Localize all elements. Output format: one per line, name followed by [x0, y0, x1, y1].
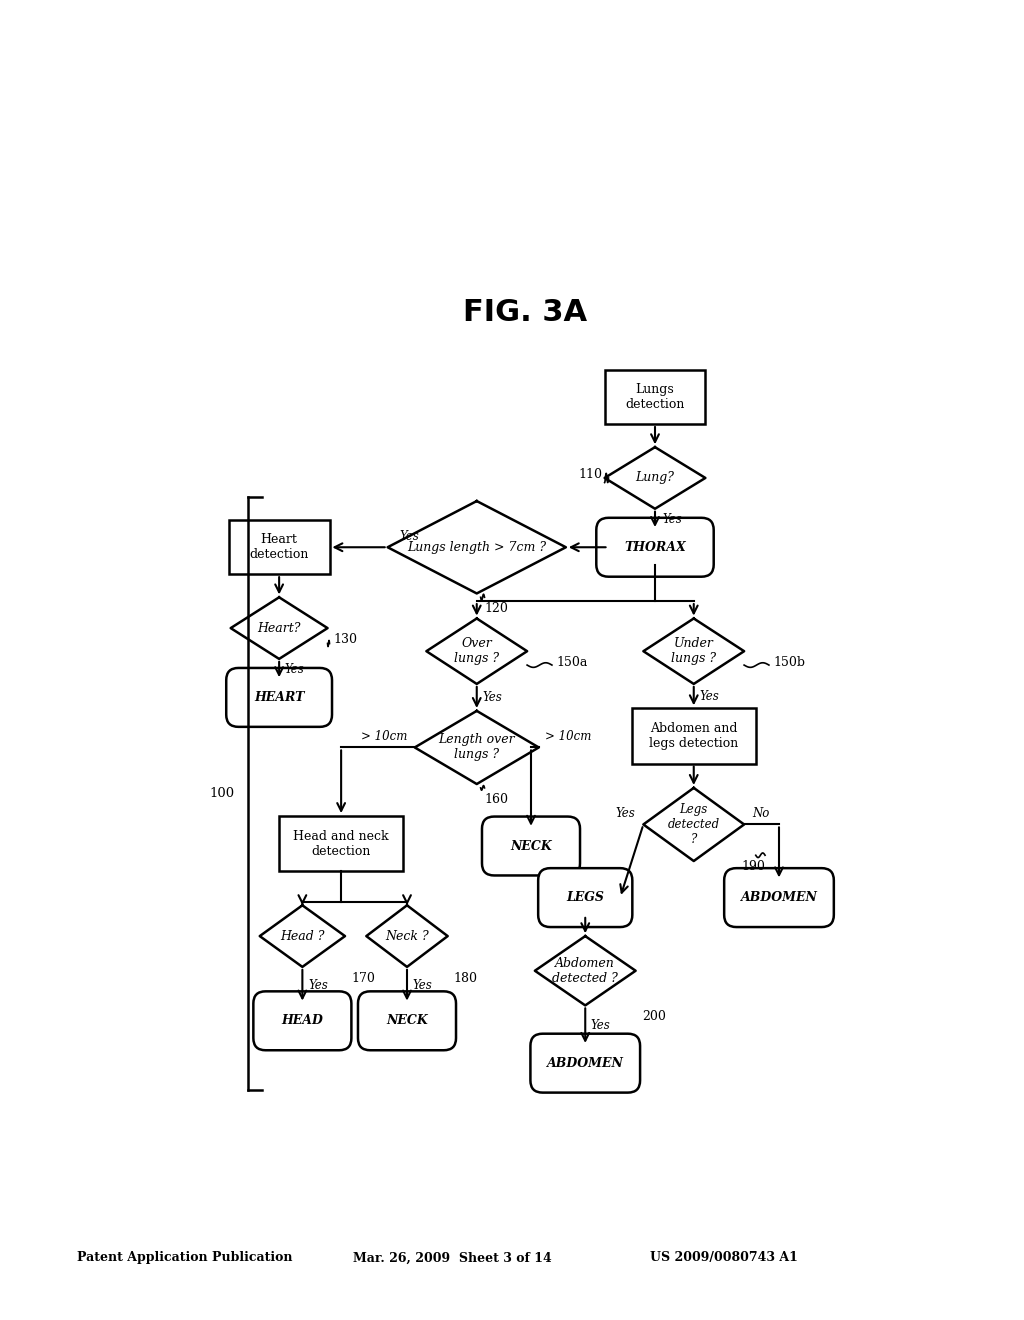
Text: Head and neck
detection: Head and neck detection	[293, 830, 389, 858]
FancyBboxPatch shape	[604, 370, 706, 424]
Text: Neck ?: Neck ?	[385, 929, 429, 942]
Text: Yes: Yes	[308, 978, 328, 991]
Polygon shape	[260, 906, 345, 966]
Text: Lungs length > 7cm ?: Lungs length > 7cm ?	[408, 541, 547, 554]
Text: ABDOMEN: ABDOMEN	[740, 891, 817, 904]
Text: Yes: Yes	[285, 663, 304, 676]
Text: Yes: Yes	[399, 529, 419, 543]
Polygon shape	[388, 502, 566, 594]
Polygon shape	[230, 597, 328, 659]
Polygon shape	[643, 619, 744, 684]
FancyBboxPatch shape	[228, 520, 330, 574]
FancyBboxPatch shape	[280, 816, 403, 871]
Text: 150a: 150a	[557, 656, 588, 669]
Text: FIG. 3A: FIG. 3A	[463, 298, 587, 327]
Text: Abdomen
detected ?: Abdomen detected ?	[552, 957, 618, 985]
Text: Abdomen and
legs detection: Abdomen and legs detection	[649, 722, 738, 750]
Text: NECK: NECK	[386, 1014, 428, 1027]
Text: 130: 130	[334, 634, 357, 647]
Text: Heart
detection: Heart detection	[250, 533, 309, 561]
Polygon shape	[535, 936, 636, 1006]
Text: HEART: HEART	[254, 690, 304, 704]
Text: 170: 170	[351, 972, 375, 985]
Text: Mar. 26, 2009  Sheet 3 of 14: Mar. 26, 2009 Sheet 3 of 14	[353, 1251, 552, 1265]
FancyBboxPatch shape	[724, 869, 834, 927]
Text: 190: 190	[741, 861, 765, 874]
Text: Head ?: Head ?	[281, 929, 325, 942]
FancyBboxPatch shape	[226, 668, 332, 727]
Polygon shape	[415, 711, 539, 784]
Text: 150b: 150b	[773, 656, 806, 669]
Polygon shape	[426, 619, 527, 684]
FancyBboxPatch shape	[596, 517, 714, 577]
Polygon shape	[367, 906, 447, 966]
Text: Lung?: Lung?	[636, 471, 675, 484]
Text: 180: 180	[454, 972, 478, 985]
FancyBboxPatch shape	[632, 708, 756, 763]
FancyBboxPatch shape	[482, 817, 580, 875]
Text: > 10cm: > 10cm	[360, 730, 407, 743]
Text: NECK: NECK	[510, 840, 552, 853]
FancyBboxPatch shape	[358, 991, 456, 1051]
Text: 110: 110	[579, 467, 602, 480]
Text: Legs
detected
?: Legs detected ?	[668, 803, 720, 846]
Text: Yes: Yes	[591, 1019, 610, 1032]
Text: HEAD: HEAD	[282, 1014, 324, 1027]
Text: No: No	[752, 807, 769, 820]
Text: > 10cm: > 10cm	[545, 730, 591, 743]
Polygon shape	[604, 447, 706, 508]
Text: Yes: Yes	[413, 978, 432, 991]
Text: Yes: Yes	[615, 807, 636, 820]
Text: Over
lungs ?: Over lungs ?	[455, 638, 500, 665]
Text: LEGS: LEGS	[566, 891, 604, 904]
Text: THORAX: THORAX	[624, 541, 686, 554]
Text: US 2009/0080743 A1: US 2009/0080743 A1	[650, 1251, 798, 1265]
Text: Yes: Yes	[663, 513, 682, 525]
Text: Lungs
detection: Lungs detection	[626, 383, 685, 411]
Text: Yes: Yes	[482, 690, 502, 704]
FancyBboxPatch shape	[253, 991, 351, 1051]
Polygon shape	[643, 788, 744, 861]
Text: Heart?: Heart?	[257, 622, 301, 635]
Text: 100: 100	[209, 787, 234, 800]
FancyBboxPatch shape	[530, 1034, 640, 1093]
Text: 160: 160	[484, 793, 509, 807]
FancyBboxPatch shape	[539, 869, 633, 927]
Text: Under
lungs ?: Under lungs ?	[671, 638, 717, 665]
Text: Length over
lungs ?: Length over lungs ?	[438, 734, 515, 762]
Text: ABDOMEN: ABDOMEN	[547, 1056, 624, 1069]
Text: 200: 200	[642, 1010, 666, 1023]
Text: Patent Application Publication: Patent Application Publication	[77, 1251, 292, 1265]
Text: Yes: Yes	[699, 689, 719, 702]
Text: 120: 120	[484, 602, 508, 615]
